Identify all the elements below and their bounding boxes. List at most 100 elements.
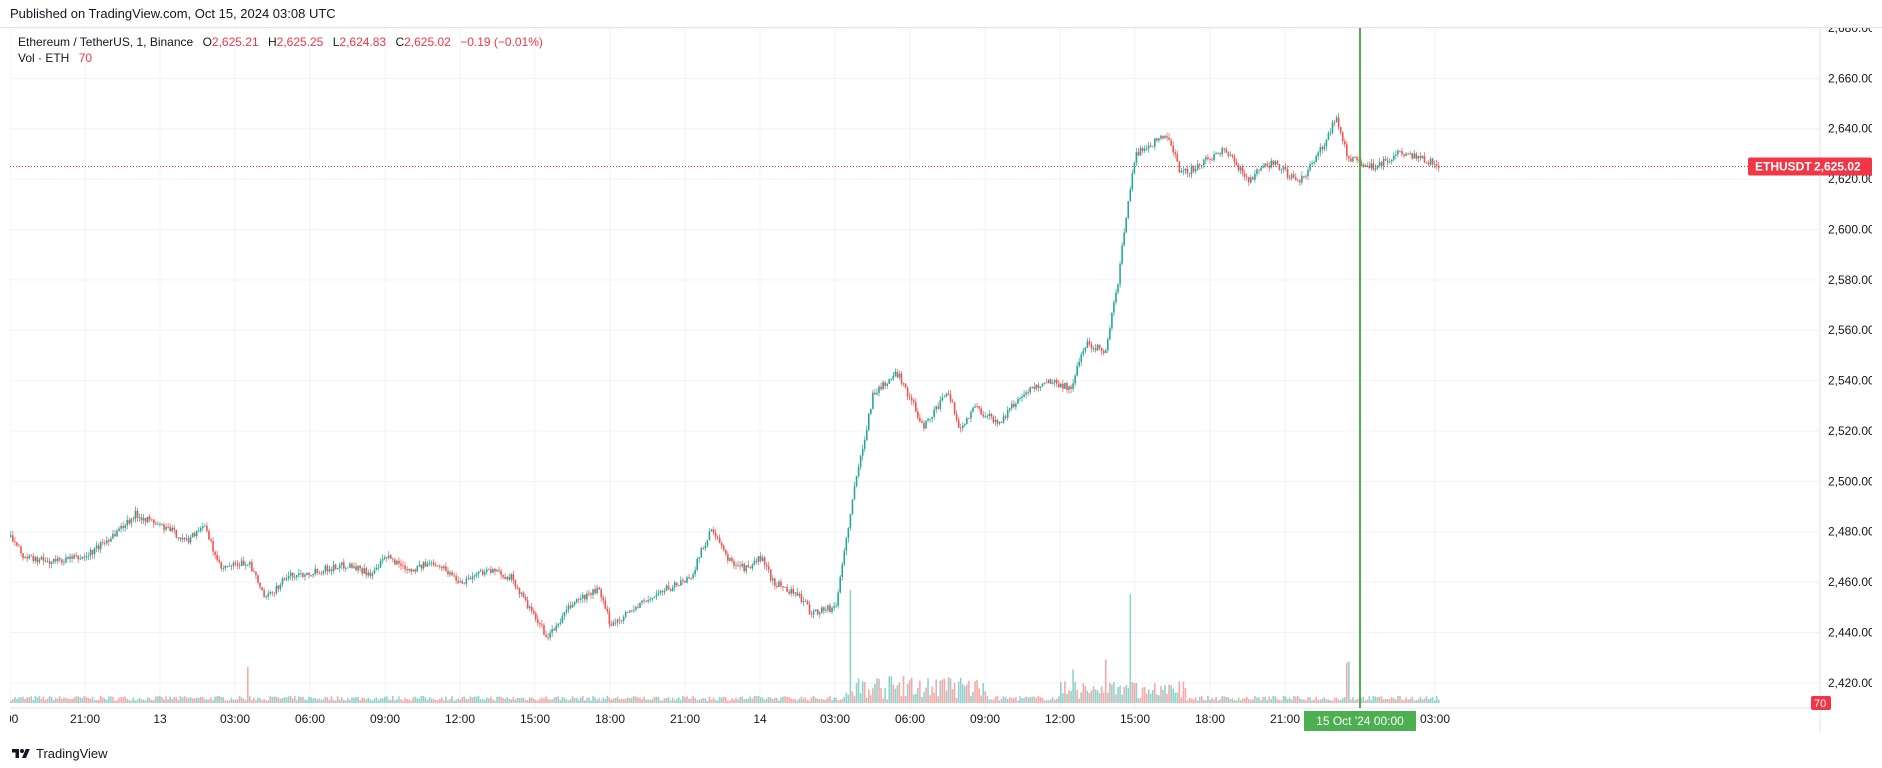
candle-body — [426, 563, 429, 567]
legend-high-value: 2,625.25 — [276, 35, 324, 49]
candle-body — [1098, 344, 1101, 348]
candle-body — [485, 569, 488, 573]
volume-bar — [293, 695, 296, 703]
candle-body — [1266, 163, 1268, 166]
candle-body — [935, 406, 938, 410]
volume-bar — [741, 696, 743, 703]
volume-bar — [782, 696, 784, 703]
candle-body — [179, 537, 182, 540]
volume-bar — [361, 697, 363, 703]
volume-bar — [745, 698, 748, 703]
candle-body — [279, 584, 282, 589]
volume-bar — [563, 697, 566, 703]
candle-body — [1331, 122, 1334, 133]
volume-bar — [761, 697, 764, 703]
candle-body — [469, 577, 472, 579]
candle-body — [1131, 173, 1134, 190]
volume-bar — [112, 696, 114, 703]
candle-body — [761, 557, 764, 561]
volume-bar — [931, 686, 933, 703]
candle-body — [1348, 156, 1350, 159]
candle-body — [575, 599, 578, 603]
candle-body — [804, 601, 807, 602]
volume-bar — [669, 700, 672, 703]
candle-body — [163, 524, 165, 530]
volume-bar — [1145, 693, 1148, 703]
candle-body — [85, 556, 88, 558]
volume-bar — [663, 698, 666, 703]
candle-body — [1343, 141, 1346, 145]
volume-bar — [933, 692, 935, 703]
volume-bar — [28, 697, 30, 703]
candle-body — [1076, 365, 1078, 376]
volume-bar — [812, 695, 815, 703]
candle-body — [453, 575, 455, 577]
volume-bar — [1268, 696, 1270, 703]
candle-body — [978, 406, 980, 409]
candle-body — [1346, 144, 1348, 157]
volume-bar — [336, 696, 339, 703]
volume-bar — [1250, 699, 1252, 703]
volume-bar — [79, 697, 82, 703]
volume-bar — [788, 697, 790, 703]
volume-bar — [218, 695, 220, 703]
volume-bar — [910, 677, 913, 703]
candle-body — [359, 565, 361, 569]
y-tick-label: 2,420.00 — [1828, 676, 1872, 690]
volume-bar — [1117, 687, 1119, 703]
candle-body — [1156, 138, 1158, 141]
candle-body — [1006, 409, 1009, 418]
candle-body — [1254, 173, 1256, 180]
candle-body — [1057, 383, 1060, 388]
volume-bar — [1390, 697, 1393, 703]
volume-bar — [173, 697, 176, 703]
candle-body — [1154, 138, 1156, 147]
candle-body — [518, 588, 521, 594]
legend-close-value: 2,625.02 — [404, 35, 451, 49]
volume-bar — [1231, 698, 1234, 703]
volume-bar — [1378, 696, 1381, 703]
volume-bar — [483, 699, 486, 703]
candle-body — [1037, 384, 1040, 388]
volume-bar — [261, 700, 263, 703]
volume-bar — [473, 696, 476, 703]
volume-bar — [1053, 699, 1056, 703]
volume-bar — [1288, 697, 1291, 703]
candle-body — [340, 562, 343, 566]
candle-body — [338, 565, 341, 569]
legend-volume-value: 70 — [78, 51, 93, 65]
x-tick-label: 12:00 — [1045, 712, 1075, 726]
volume-bar — [865, 697, 868, 703]
candle-body — [183, 537, 186, 540]
candle-body — [10, 535, 12, 537]
candle-body — [1198, 164, 1201, 166]
candle-body — [22, 553, 24, 559]
volume-bar — [1362, 696, 1364, 703]
candle-body — [122, 525, 124, 529]
x-tick-label: 21:00 — [70, 712, 100, 726]
candle-body — [1033, 386, 1036, 389]
volume-bar — [488, 698, 490, 703]
candle-body — [919, 417, 921, 422]
volume-bar — [412, 697, 415, 703]
volume-bar — [99, 695, 102, 703]
volume-bar — [351, 697, 353, 703]
volume-bar — [1303, 699, 1305, 703]
price-chart[interactable]: 2,420.00 2,440.00 2,460.00 2,480.00 2,500.00… — [10, 28, 1872, 733]
volume-bar — [34, 696, 37, 703]
candle-body — [588, 593, 590, 595]
candle-body — [608, 611, 611, 625]
candle-body — [383, 557, 386, 559]
volume-bar — [1121, 694, 1123, 703]
candle-body — [1235, 162, 1238, 165]
chart-area[interactable]: 2,420.00 2,440.00 2,460.00 2,480.00 2,500.00… — [10, 28, 1872, 733]
candle-body — [1119, 263, 1121, 285]
candle-body — [1027, 392, 1029, 394]
volume-bar — [1333, 697, 1336, 703]
volume-bar — [635, 696, 637, 703]
volume-bar — [1023, 698, 1025, 703]
volume-bar — [81, 698, 84, 703]
volume-bar — [545, 696, 547, 703]
candle-body — [1137, 152, 1140, 156]
volume-bar — [1043, 700, 1046, 703]
